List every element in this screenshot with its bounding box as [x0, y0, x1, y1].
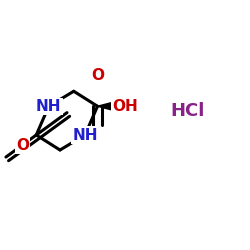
Text: O: O: [91, 68, 104, 82]
Text: NH: NH: [72, 128, 98, 142]
Polygon shape: [98, 101, 119, 112]
Text: NH: NH: [36, 99, 62, 114]
Text: OH: OH: [112, 99, 138, 114]
Text: O: O: [16, 138, 29, 152]
Text: HCl: HCl: [170, 102, 205, 120]
